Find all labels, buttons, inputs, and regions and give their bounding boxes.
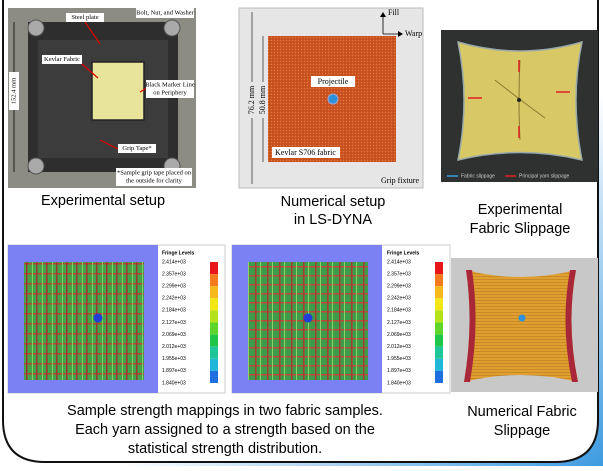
- legend-label: 1.840e+03: [387, 380, 411, 386]
- figure: Steel plate Bolt, Nut, and Washer Kevlar…: [0, 0, 603, 466]
- caption: Each yarn assigned to a strength based o…: [75, 422, 375, 438]
- legend-title: Fringe Levels: [387, 250, 419, 256]
- legend-label: 2.012e+03: [387, 344, 411, 350]
- annotation: Kevlar S706 fabric: [275, 148, 336, 157]
- annotation: *Sample grip tape placed on: [117, 169, 192, 176]
- legend-swatch: [210, 310, 218, 322]
- legend-swatch: [435, 347, 443, 359]
- annotation: Black Marker Line: [145, 81, 195, 88]
- legend-label: 2.299e+03: [387, 284, 411, 290]
- legend-label: 2.357e+03: [387, 271, 411, 277]
- dimension: 76.2 mm: [247, 85, 256, 114]
- strength-map: Fringe Levels 2.414e+03 2.357e+03 2.299e+03…: [232, 245, 450, 393]
- legend-label: 2.414e+03: [387, 259, 411, 265]
- legend-swatch: [435, 323, 443, 335]
- numerical-setup: Projectile Kevlar S706 fabric Grip fixtu…: [239, 8, 423, 188]
- legend-swatch: [210, 298, 218, 310]
- annotation: Bolt, Nut, and Washer: [136, 9, 195, 16]
- legend-swatch: [435, 286, 443, 298]
- experimental-slippage-photo: Fabric slippage Principal yarn slippage: [441, 30, 598, 182]
- legend-label: 1.897e+03: [162, 368, 186, 374]
- legend-label: 1.955e+03: [387, 356, 411, 362]
- legend-label: 2.299e+03: [162, 284, 186, 290]
- legend-label: 2.242e+03: [162, 296, 186, 302]
- legend-swatch: [210, 335, 218, 347]
- caption: in LS-DYNA: [294, 212, 372, 228]
- legend-label: 2.127e+03: [162, 320, 186, 326]
- legend-entry: Principal yarn slippage: [519, 173, 570, 179]
- legend-label: 2.012e+03: [162, 344, 186, 350]
- caption: statistical strength distribution.: [128, 441, 322, 457]
- legend-swatch: [435, 274, 443, 286]
- legend-label: 1.897e+03: [387, 368, 411, 374]
- dimension: 50.8 mm: [258, 85, 267, 114]
- caption: Slippage: [494, 423, 550, 439]
- annotation: Projectile: [318, 77, 349, 86]
- caption: Numerical setup: [281, 194, 386, 210]
- annotation: Fill: [388, 8, 400, 17]
- legend-swatch: [435, 262, 443, 274]
- legend-swatch: [210, 274, 218, 286]
- legend-label: 2.127e+03: [387, 320, 411, 326]
- legend-label: 2.357e+03: [162, 271, 186, 277]
- legend-label: 2.184e+03: [162, 308, 186, 314]
- caption: Sample strength mappings in two fabric s…: [67, 403, 383, 419]
- legend-entry: Fabric slippage: [461, 173, 495, 179]
- legend-swatch: [210, 359, 218, 371]
- legend-label: 1.955e+03: [162, 356, 186, 362]
- annotation: Steel plate: [71, 14, 98, 21]
- legend-swatch: [435, 335, 443, 347]
- legend-swatch: [435, 359, 443, 371]
- experimental-setup-photo: Steel plate Bolt, Nut, and Washer Kevlar…: [8, 8, 196, 188]
- legend-title: Fringe Levels: [162, 250, 194, 256]
- legend-label: 2.414e+03: [162, 259, 186, 265]
- legend-swatch: [435, 298, 443, 310]
- legend-swatch: [210, 262, 218, 274]
- numerical-slippage: [451, 258, 598, 392]
- dimension: 152.4 mm: [10, 78, 17, 104]
- annotation: Kevlar Fabric: [44, 56, 80, 63]
- caption: Experimental setup: [41, 193, 165, 209]
- legend-swatch: [210, 286, 218, 298]
- legend-swatch: [210, 347, 218, 359]
- caption: Numerical Fabric: [467, 404, 577, 420]
- legend-swatch: [435, 371, 443, 383]
- annotation: Grip Tape*: [122, 145, 151, 152]
- legend-label: 2.242e+03: [387, 296, 411, 302]
- annotation: Grip fixture: [381, 176, 419, 185]
- legend-swatch: [435, 310, 443, 322]
- legend-swatch: [210, 323, 218, 335]
- annotation: Warp: [405, 29, 422, 38]
- legend-label: 2.069e+03: [387, 332, 411, 338]
- strength-map: Fringe Levels 2.414e+03 2.357e+03 2.299e+03…: [8, 245, 225, 393]
- page: Steel plate Bolt, Nut, and Washer Kevlar…: [0, 0, 603, 466]
- caption: Experimental: [478, 202, 563, 218]
- legend-label: 1.840e+03: [162, 380, 186, 386]
- caption: Fabric Slippage: [470, 221, 571, 237]
- legend-swatch: [210, 371, 218, 383]
- legend-label: 2.184e+03: [387, 308, 411, 314]
- legend-label: 2.069e+03: [162, 332, 186, 338]
- annotation: on Periphery: [153, 89, 187, 96]
- annotation: the outside for clarity: [126, 177, 183, 184]
